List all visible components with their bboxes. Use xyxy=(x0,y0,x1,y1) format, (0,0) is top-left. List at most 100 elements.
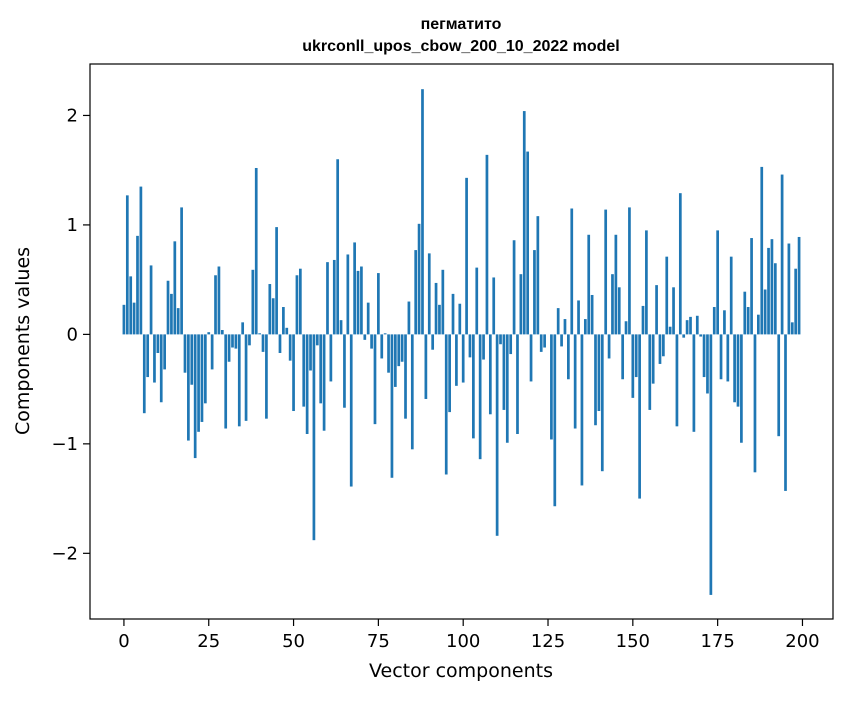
bar-64 xyxy=(340,320,343,334)
bar-128 xyxy=(557,308,560,334)
bar-28 xyxy=(218,267,221,335)
bar-46 xyxy=(279,334,282,353)
bar-77 xyxy=(384,333,387,334)
bar-185 xyxy=(750,238,753,334)
bar-20 xyxy=(190,334,193,384)
x-tick-label: 25 xyxy=(197,631,220,652)
bar-78 xyxy=(387,334,390,372)
bar-152 xyxy=(638,334,641,498)
bar-161 xyxy=(669,327,672,335)
bar-162 xyxy=(672,287,675,334)
bar-122 xyxy=(536,216,539,334)
bar-80 xyxy=(394,334,397,387)
bar-51 xyxy=(296,275,299,334)
bar-190 xyxy=(767,248,770,334)
bar-135 xyxy=(581,334,584,485)
bar-30 xyxy=(224,334,227,428)
bar-42 xyxy=(265,334,268,418)
bar-139 xyxy=(594,334,597,425)
chart-title-line-2: ukrconll_upos_cbow_200_10_2022 model xyxy=(302,38,619,55)
bar-151 xyxy=(635,334,638,377)
bar-145 xyxy=(615,235,618,335)
bar-76 xyxy=(380,334,383,358)
bar-65 xyxy=(343,334,346,407)
bar-121 xyxy=(533,250,536,334)
bar-164 xyxy=(679,193,682,334)
bar-118 xyxy=(523,111,526,334)
bar-103 xyxy=(472,334,475,438)
bar-91 xyxy=(431,334,434,349)
bar-107 xyxy=(486,155,489,335)
bar-189 xyxy=(764,290,767,335)
bar-85 xyxy=(411,334,414,449)
bar-160 xyxy=(665,257,668,335)
bar-39 xyxy=(255,168,258,334)
bar-84 xyxy=(408,302,411,335)
x-tick-label: 150 xyxy=(616,631,650,652)
bar-16 xyxy=(177,308,180,334)
bar-123 xyxy=(540,334,543,352)
bar-170 xyxy=(699,334,702,336)
bar-148 xyxy=(625,321,628,334)
bar-93 xyxy=(438,305,441,335)
bar-146 xyxy=(618,287,621,334)
bar-115 xyxy=(513,240,516,334)
bar-11 xyxy=(160,334,163,402)
bar-24 xyxy=(204,334,207,403)
bar-138 xyxy=(591,295,594,334)
bar-177 xyxy=(723,310,726,334)
bar-197 xyxy=(791,322,794,334)
bar-47 xyxy=(282,307,285,334)
bar-181 xyxy=(737,334,740,406)
bar-10 xyxy=(157,334,160,353)
bar-6 xyxy=(143,334,146,413)
bar-26 xyxy=(211,334,214,369)
bar-178 xyxy=(726,334,729,381)
bar-82 xyxy=(401,334,404,361)
bar-49 xyxy=(289,334,292,360)
bar-188 xyxy=(760,167,763,334)
bar-133 xyxy=(574,334,577,428)
bar-7 xyxy=(146,334,149,377)
bar-56 xyxy=(313,334,316,540)
bar-108 xyxy=(489,334,492,414)
bar-88 xyxy=(421,89,424,334)
bar-163 xyxy=(676,334,679,426)
bar-127 xyxy=(553,334,556,506)
bar-54 xyxy=(306,334,309,434)
bar-166 xyxy=(686,320,689,334)
bar-72 xyxy=(367,303,370,335)
bar-8 xyxy=(150,265,153,334)
y-axis-label: Components values xyxy=(12,247,34,435)
bar-130 xyxy=(564,319,567,334)
bar-168 xyxy=(693,334,696,431)
bar-67 xyxy=(350,334,353,486)
y-tick-label: −1 xyxy=(51,434,78,455)
bar-3 xyxy=(133,303,136,335)
bar-29 xyxy=(221,330,224,334)
bar-19 xyxy=(187,334,190,440)
bar-27 xyxy=(214,275,217,334)
bar-68 xyxy=(353,242,356,334)
bar-95 xyxy=(445,334,448,474)
bar-169 xyxy=(696,316,699,335)
bar-153 xyxy=(642,306,645,334)
bar-116 xyxy=(516,334,519,434)
bar-0 xyxy=(123,305,126,335)
y-tick-label: 1 xyxy=(67,215,78,236)
bar-90 xyxy=(428,253,431,334)
bar-15 xyxy=(173,241,176,334)
bar-141 xyxy=(601,334,604,471)
bar-143 xyxy=(608,334,611,358)
bar-96 xyxy=(448,334,451,412)
bar-137 xyxy=(587,235,590,335)
bar-12 xyxy=(163,334,166,369)
bar-25 xyxy=(207,332,210,334)
bar-120 xyxy=(530,334,533,381)
bar-114 xyxy=(509,334,512,354)
bar-144 xyxy=(611,274,614,334)
bar-184 xyxy=(747,307,750,334)
bar-195 xyxy=(784,334,787,491)
bar-74 xyxy=(374,334,377,424)
x-axis-label: Vector components xyxy=(369,660,553,682)
